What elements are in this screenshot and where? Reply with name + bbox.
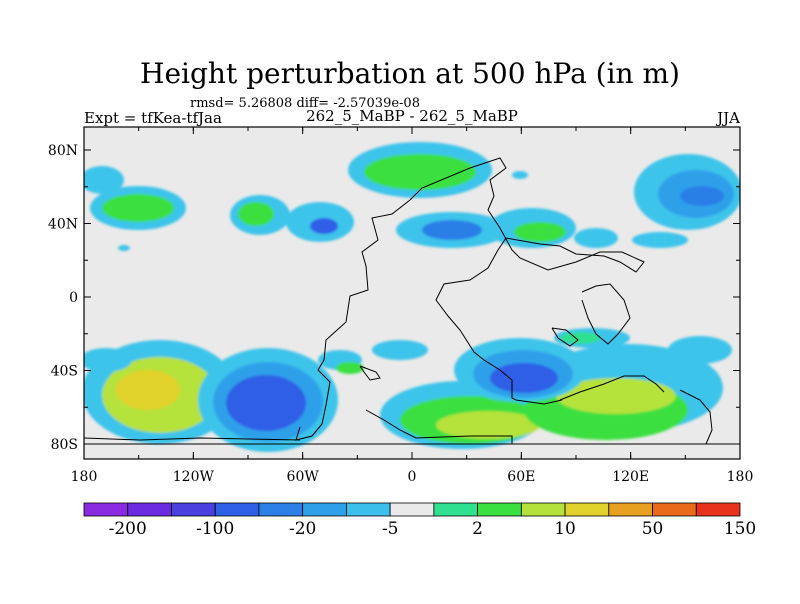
y-tick-label: 40S bbox=[51, 364, 78, 380]
colorbar-swatch bbox=[433, 502, 479, 517]
contour-region bbox=[668, 336, 732, 364]
colorbar-label: 10 bbox=[554, 519, 576, 539]
map-field bbox=[84, 127, 740, 459]
colorbar-label: -5 bbox=[382, 519, 399, 539]
coastline-shelf bbox=[365, 409, 513, 444]
x-tick-label: 60W bbox=[287, 469, 320, 485]
contour-region bbox=[436, 411, 540, 439]
colorbar-swatch bbox=[652, 502, 697, 517]
contour-region bbox=[372, 340, 428, 360]
colorbar-swatch bbox=[83, 502, 129, 517]
colorbar-swatch bbox=[608, 502, 653, 517]
contour-region bbox=[490, 363, 558, 393]
colorbar-swatch bbox=[214, 502, 260, 517]
contour-region bbox=[310, 218, 338, 234]
contour-region bbox=[680, 186, 724, 206]
x-tick-label: 180 bbox=[727, 469, 754, 485]
coastline-island bbox=[359, 365, 381, 381]
contour-region bbox=[116, 370, 180, 410]
right-label: JJA bbox=[715, 109, 740, 127]
contour-region bbox=[556, 378, 676, 414]
contour-region bbox=[226, 375, 306, 431]
coastline bbox=[84, 157, 740, 445]
colorbar-swatch bbox=[171, 502, 216, 517]
contour-region bbox=[84, 348, 132, 372]
colorbar-swatch bbox=[389, 502, 435, 517]
contour-region bbox=[238, 202, 274, 226]
contour-region bbox=[84, 166, 124, 194]
colorbar-swatch bbox=[695, 502, 741, 517]
colorbar-swatch bbox=[258, 502, 304, 517]
colorbar-swatch bbox=[564, 502, 610, 517]
center-label: 262_5_MaBP - 262_5_MaBP bbox=[306, 107, 518, 125]
y-tick-label: 40N bbox=[48, 217, 78, 233]
contour-region bbox=[574, 228, 618, 248]
contour-region bbox=[632, 232, 688, 248]
contour-region bbox=[118, 245, 130, 251]
y-tick-label: 80S bbox=[51, 437, 78, 453]
colorbar-swatch bbox=[345, 502, 391, 517]
x-tick-label: 120W bbox=[173, 469, 215, 485]
colorbar-label: -20 bbox=[289, 519, 316, 539]
colorbar-label: -200 bbox=[109, 519, 147, 539]
stats-line: rmsd= 5.26808 diff= -2.57039e-08 bbox=[190, 96, 420, 111]
contour-region bbox=[364, 154, 476, 190]
colorbar: -200 -100 -20 -5 2 10 50 150 bbox=[83, 502, 756, 539]
coastline-east bbox=[679, 389, 713, 445]
colorbar-swatch bbox=[302, 502, 347, 517]
colorbar-label: 150 bbox=[724, 519, 756, 539]
contour-region bbox=[512, 171, 528, 179]
colorbar-label: 2 bbox=[472, 519, 483, 539]
chart-title: Height perturbation at 500 hPa (in m) bbox=[140, 57, 680, 90]
coastline-island bbox=[551, 327, 579, 347]
colorbar-swatch bbox=[127, 502, 172, 517]
coastline-antarctica-edge bbox=[84, 437, 301, 441]
x-tick-label: 180 bbox=[71, 469, 98, 485]
y-tick-label: 0 bbox=[69, 290, 78, 306]
x-tick-label: 60E bbox=[507, 469, 535, 485]
left-label: Expt = tfKea-tfJaa bbox=[84, 109, 222, 127]
coastline-landmass bbox=[295, 157, 645, 441]
colorbar-swatch bbox=[520, 502, 566, 517]
contour-region bbox=[514, 222, 566, 242]
y-tick-label: 80N bbox=[48, 143, 78, 159]
x-tick-label: 0 bbox=[408, 469, 417, 485]
coastline-south bbox=[559, 375, 665, 401]
x-tick-label: 120E bbox=[612, 469, 649, 485]
colorbar-swatch bbox=[477, 502, 522, 517]
coastline-australia bbox=[581, 283, 631, 345]
axes: 180 120W 60W 0 60E 120E 180 80N 40N 0 40S 80S bbox=[48, 127, 753, 485]
contour-region bbox=[560, 332, 600, 344]
colorbar-label: 50 bbox=[642, 519, 664, 539]
contour-region bbox=[336, 362, 364, 374]
colorbar-label: -100 bbox=[196, 519, 234, 539]
contour-region bbox=[422, 220, 482, 240]
contour-region bbox=[102, 194, 174, 222]
